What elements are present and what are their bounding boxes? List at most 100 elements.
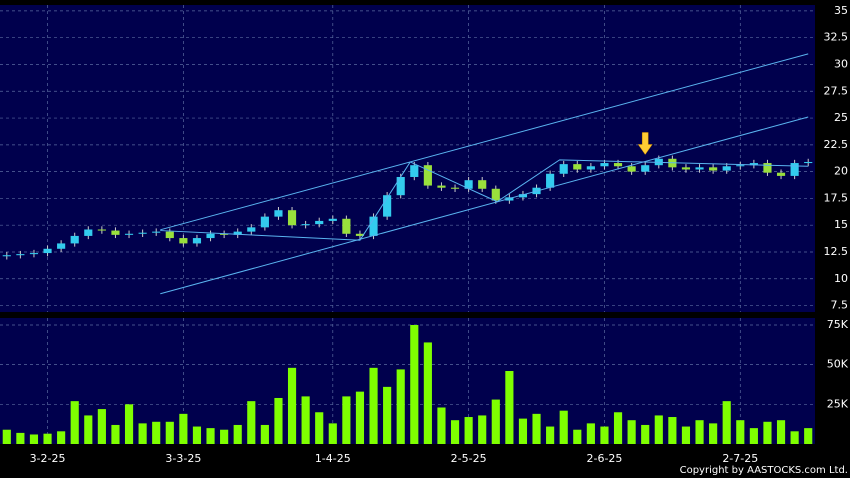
candle-body	[383, 195, 392, 217]
volume-bar	[315, 412, 324, 444]
volume-bar	[301, 396, 310, 444]
candle-body	[559, 164, 568, 174]
candle-body	[16, 254, 25, 256]
volume-bar	[600, 426, 609, 444]
volume-bar	[518, 418, 528, 444]
volume-bar	[464, 417, 473, 444]
candle-body	[220, 233, 229, 235]
candle-body	[2, 255, 11, 257]
candle-body	[179, 238, 188, 244]
volume-bar	[410, 324, 419, 444]
volume-bar	[573, 429, 582, 444]
volume-bar	[206, 428, 215, 444]
y-tick-label: 15	[834, 218, 848, 231]
volume-bar	[641, 424, 650, 444]
x-tick-label: 3-2-25	[30, 452, 66, 465]
candle-body	[695, 167, 704, 170]
candle-body	[586, 166, 595, 170]
volume-bar	[179, 413, 188, 444]
volume-bar	[613, 412, 623, 444]
copyright: Copyright by AASTOCKS.com Ltd.	[680, 465, 848, 476]
volume-bar	[165, 421, 174, 444]
volume-bar	[505, 371, 514, 444]
volume-bar	[84, 415, 93, 444]
arrow	[637, 132, 653, 155]
volume-bar	[695, 420, 704, 444]
volume-bar	[328, 423, 337, 444]
volume-bar	[722, 401, 731, 444]
candle-body	[423, 165, 432, 186]
price-panel	[0, 5, 815, 312]
candle-body	[43, 248, 52, 254]
trend-line	[160, 116, 809, 295]
volume-bar	[681, 426, 691, 444]
candle-body	[410, 165, 419, 177]
y-tick-label: 32.5	[824, 31, 849, 44]
volume-bar	[396, 369, 405, 444]
volume-bar	[192, 426, 202, 444]
volume-bar	[2, 429, 11, 444]
volume-bar	[247, 401, 256, 444]
candle-body	[804, 161, 813, 164]
candle-body	[192, 238, 202, 244]
candle-body	[260, 216, 269, 228]
volume-bar	[437, 407, 446, 444]
volume-bar	[804, 428, 813, 444]
volume-bar	[97, 409, 106, 444]
candle-body	[437, 185, 446, 188]
candle-body	[573, 164, 582, 170]
volume-bar	[546, 426, 555, 444]
candle-body	[641, 165, 650, 172]
y-tick-label: 35	[834, 4, 848, 17]
y-tick-label: 7.5	[831, 299, 849, 312]
candle-body	[287, 210, 297, 226]
volume-bar	[749, 428, 758, 444]
volume-bar	[124, 404, 134, 444]
y-tick-label: 17.5	[824, 191, 849, 204]
candle-body	[247, 227, 256, 232]
candle-body	[97, 229, 106, 231]
candle-body	[709, 167, 718, 171]
volume-bar	[383, 386, 392, 444]
candle-body	[29, 253, 39, 255]
volume-bar	[478, 415, 487, 444]
volume-bar	[274, 397, 283, 444]
candle-body	[722, 166, 731, 171]
volume-bar	[763, 421, 772, 444]
y-tick-label: 25	[834, 111, 848, 124]
candle-body	[355, 233, 365, 236]
y-tick-label: 12.5	[824, 245, 849, 258]
x-tick-label: 2-5-25	[451, 452, 487, 465]
candle-body	[627, 166, 636, 172]
volume-bar	[57, 431, 66, 444]
candle-body	[301, 224, 310, 226]
volume-panel	[0, 318, 815, 444]
candle-body	[124, 233, 134, 235]
candle-body	[749, 163, 758, 166]
y-tick-label: 22.5	[824, 138, 849, 151]
volume-bar	[627, 420, 636, 444]
y-tick-label: 50K	[827, 358, 849, 371]
volume-bar	[559, 410, 568, 444]
volume-bar	[790, 431, 799, 444]
candle-body	[736, 165, 745, 167]
candle-body	[111, 230, 120, 235]
volume-bar	[138, 423, 147, 444]
candle-body	[491, 188, 500, 201]
volume-bar	[342, 396, 351, 444]
x-tick-label: 2-7-25	[722, 452, 758, 465]
candle-body	[138, 232, 147, 234]
volume-bar	[233, 424, 242, 444]
candle-body	[342, 218, 351, 234]
volume-bar	[152, 421, 161, 444]
candle-body	[763, 163, 772, 173]
volume-bar	[586, 423, 595, 444]
candle-body	[233, 231, 242, 235]
candle-body	[478, 180, 487, 189]
volume-bar	[736, 420, 745, 444]
candle-body	[70, 235, 79, 244]
volume-bar	[43, 433, 52, 444]
candle-body	[206, 233, 215, 239]
volume-bar	[260, 424, 269, 444]
